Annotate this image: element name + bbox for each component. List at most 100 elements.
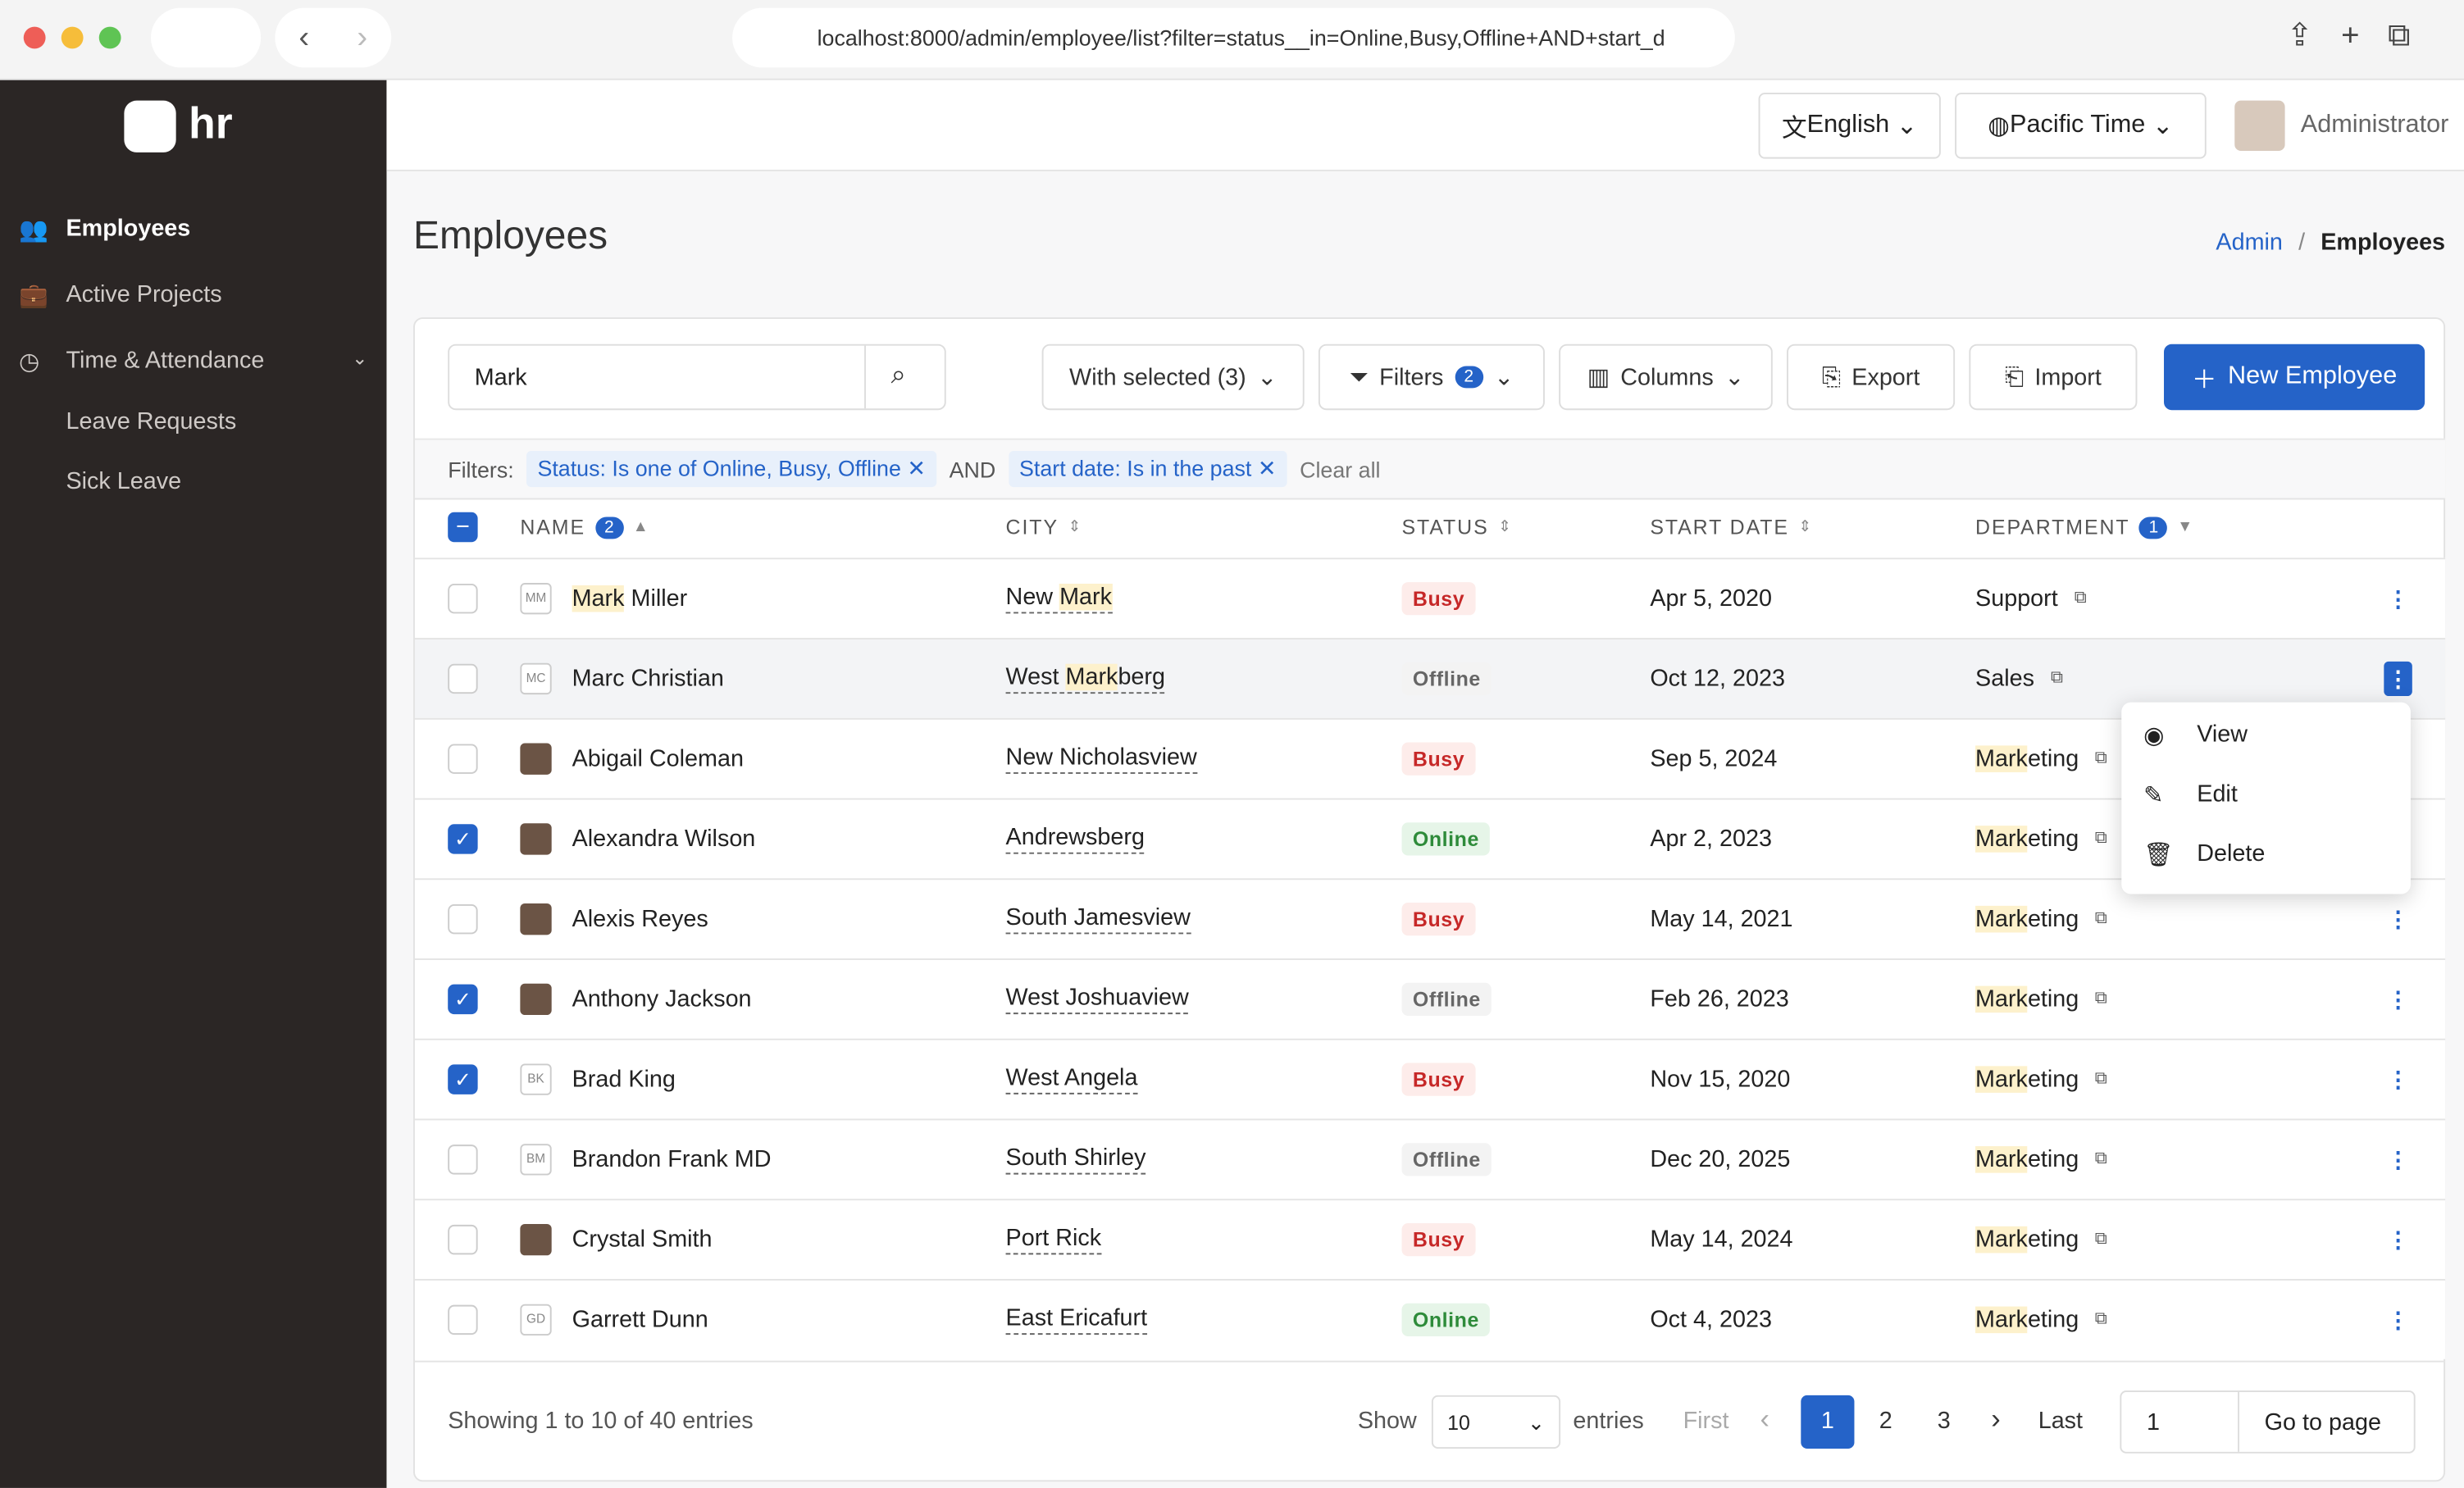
close[interactable]	[23, 26, 46, 49]
menu-item[interactable]: 🗑 Delete	[2143, 840, 2265, 868]
column-header[interactable]: DEPARTMENT 1 ▼	[1975, 516, 2194, 539]
employee-name[interactable]: Alexandra Wilson	[572, 826, 756, 853]
employee-city[interactable]: South Shirley	[1005, 1144, 1146, 1175]
nav-item[interactable]: ◷ Time & Attendance ⌄	[19, 348, 367, 375]
row-checkbox[interactable]	[448, 744, 478, 774]
employee-name[interactable]: Abigail Coleman	[572, 745, 744, 772]
first-page[interactable]: First	[1683, 1408, 1729, 1435]
last-page[interactable]: Last	[2038, 1408, 2084, 1435]
copy-icon[interactable]: ⧉	[2094, 828, 2107, 848]
import-button[interactable]: ⎗ Import	[1969, 344, 2138, 411]
row-checkbox[interactable]	[448, 1304, 478, 1336]
copy-icon[interactable]: ⧉	[2094, 989, 2107, 1008]
row-actions[interactable]: ⋮	[2387, 1147, 2409, 1172]
with-selected-button[interactable]: With selected (3) ⌄	[1041, 344, 1305, 411]
row-actions[interactable]: ⋮	[2387, 1307, 2409, 1333]
copy-icon[interactable]: ⧉	[2094, 908, 2107, 928]
column-header[interactable]: STATUS ⇕	[1402, 516, 1514, 539]
employee-city[interactable]: South Jamesview	[1005, 904, 1191, 935]
timezone-select[interactable]: ◍ Pacific Time ⌄	[1955, 93, 2207, 159]
employee-city[interactable]: New Mark	[1005, 583, 1112, 614]
employee-name[interactable]: Anthony Jackson	[572, 985, 752, 1013]
row-actions[interactable]: ⋮	[2387, 906, 2409, 932]
user-avatar[interactable]	[2234, 100, 2285, 151]
employee-city[interactable]: Port Rick	[1005, 1225, 1102, 1255]
page-size-select[interactable]: 10 ⌄	[1431, 1395, 1561, 1449]
employee-name[interactable]: Marc Christian	[572, 665, 724, 693]
menu-item[interactable]: ✎ Edit	[2143, 781, 2238, 809]
row-checkbox[interactable]: ✓	[448, 984, 478, 1015]
clear-filters[interactable]: Clear all	[1300, 456, 1381, 482]
row-checkbox[interactable]	[448, 1224, 478, 1255]
language-select[interactable]: 文 English ⌄	[1758, 93, 1941, 159]
browser-actions[interactable]: ⇪+⧉	[2286, 18, 2439, 54]
copy-icon[interactable]: ⧉	[2094, 1309, 2107, 1329]
row-actions[interactable]: ⋮	[2384, 661, 2412, 697]
search-box[interactable]: Mark ⌕	[448, 344, 946, 411]
employee-name[interactable]: Alexis Reyes	[572, 905, 708, 933]
copy-icon[interactable]: ⧉	[2074, 588, 2087, 607]
next-page[interactable]: ›	[1991, 1403, 2001, 1435]
sidebar-toggle[interactable]	[150, 7, 262, 68]
row-actions[interactable]: ⋮	[2387, 585, 2409, 612]
column-label: CITY	[1005, 515, 1059, 539]
search-icon[interactable]: ⌕	[890, 359, 906, 390]
table-row: Crystal Smith Port Rick Busy May 14, 2024 Ma…	[414, 1199, 2446, 1280]
column-header[interactable]: START DATE ⇕	[1650, 516, 1813, 539]
employee-name[interactable]: Crystal Smith	[572, 1226, 713, 1254]
row-checkbox[interactable]: ✓	[448, 1064, 478, 1094]
filters-button[interactable]: ⏷ Filters 2 ⌄	[1318, 344, 1545, 411]
row-checkbox[interactable]	[448, 1144, 478, 1175]
employee-city[interactable]: East Ericafurt	[1005, 1305, 1148, 1336]
columns-button[interactable]: ▥ Columns ⌄	[1559, 344, 1773, 411]
row-actions[interactable]: ⋮	[2387, 1226, 2409, 1253]
employee-name[interactable]: Brandon Frank MD	[572, 1146, 772, 1173]
employee-name[interactable]: Mark Miller	[572, 585, 688, 612]
nav-item[interactable]: Sick Leave	[66, 468, 364, 495]
nav-item[interactable]: Leave Requests	[66, 408, 364, 435]
select-all[interactable]: −	[448, 512, 478, 543]
row-checkbox[interactable]	[448, 903, 478, 935]
employee-city[interactable]: Andrewsberg	[1005, 824, 1145, 854]
nav-item[interactable]: 👥 Employees	[19, 216, 367, 243]
employee-city[interactable]: New Nicholasview	[1005, 744, 1197, 774]
logo[interactable]	[124, 100, 176, 152]
nav-buttons[interactable]: ‹ ›	[275, 7, 392, 68]
employee-city[interactable]: West Angela	[1005, 1064, 1138, 1094]
nav-item[interactable]: 💼 Active Projects	[19, 281, 367, 309]
copy-icon[interactable]: ⧉	[2094, 749, 2107, 768]
page-number[interactable]: 2	[1879, 1408, 1892, 1435]
employee-name[interactable]: Garrett Dunn	[572, 1306, 708, 1334]
page-number[interactable]: 3	[1937, 1408, 1951, 1435]
employee-city[interactable]: West Joshuaview	[1005, 985, 1189, 1015]
row-checkbox[interactable]	[448, 663, 478, 694]
row-actions[interactable]: ⋮	[2387, 986, 2409, 1012]
filter-chip[interactable]: Start date: Is in the past ✕	[1008, 451, 1287, 488]
maximize[interactable]	[98, 26, 121, 49]
copy-icon[interactable]: ⧉	[2094, 1229, 2107, 1249]
column-header[interactable]: NAME 2 ▲	[520, 516, 649, 539]
row-actions[interactable]: ⋮	[2387, 1067, 2409, 1092]
page-number[interactable]: 1	[1801, 1395, 1855, 1449]
goto-input[interactable]: 1	[2146, 1409, 2160, 1436]
employee-name[interactable]: Brad King	[572, 1066, 676, 1093]
row-checkbox[interactable]: ✓	[448, 824, 478, 854]
brand[interactable]: hr	[188, 98, 233, 148]
menu-item[interactable]: ◉ View	[2143, 721, 2248, 749]
filter-chip[interactable]: Status: Is one of Online, Busy, Offline …	[526, 451, 937, 488]
column-header[interactable]: CITY ⇕	[1006, 516, 1083, 539]
user-name[interactable]: Administrator	[2300, 111, 2449, 139]
goto-button[interactable]: Go to page	[2264, 1409, 2381, 1436]
export-button[interactable]: ⎘ Export	[1787, 344, 1956, 411]
table-row: MC Marc Christian West Markberg Offline Oct …	[414, 638, 2446, 718]
address-bar[interactable]: localhost:8000/admin/employee/list?filte…	[732, 7, 1735, 68]
copy-icon[interactable]: ⧉	[2051, 668, 2064, 688]
minimize[interactable]	[61, 26, 84, 49]
breadcrumb-link[interactable]: Admin	[2216, 229, 2283, 257]
row-checkbox[interactable]	[448, 583, 478, 614]
prev-page[interactable]: ‹	[1760, 1403, 1769, 1435]
employee-city[interactable]: West Markberg	[1005, 663, 1165, 694]
copy-icon[interactable]: ⧉	[2094, 1149, 2107, 1168]
new-employee-button[interactable]: ＋ New Employee	[2164, 344, 2425, 411]
copy-icon[interactable]: ⧉	[2094, 1069, 2107, 1089]
